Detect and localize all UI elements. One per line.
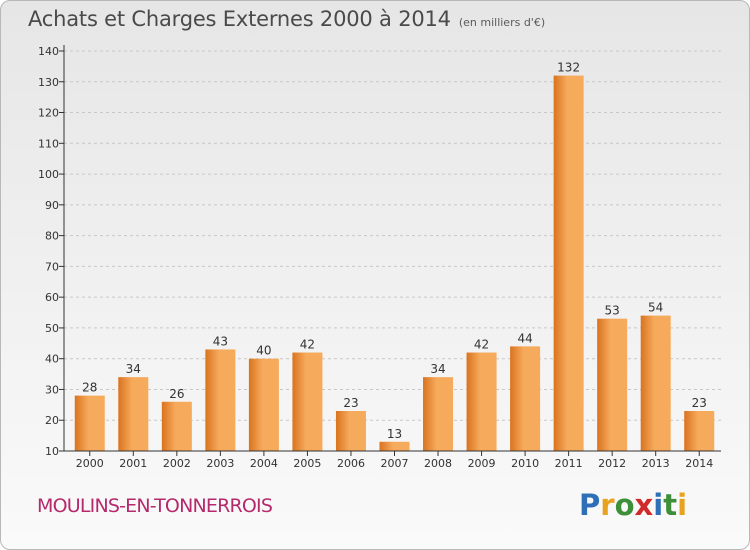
data-label: 13 [387,427,402,441]
y-tick-label: 110 [38,137,59,150]
axes [59,45,721,456]
data-label: 42 [474,338,489,352]
bar-2007 [379,441,410,451]
data-label: 54 [648,301,663,315]
bars [74,75,715,451]
bar-2009 [466,352,497,451]
logo-letter: x [634,488,654,522]
logo-letter: r [600,488,615,522]
proxiti-logo: Proxiti [579,488,687,522]
data-label: 53 [605,304,620,318]
y-tick-label: 140 [38,45,59,58]
bar-2004 [248,358,279,451]
commune-name: MOULINS-EN-TONNERROIS [37,495,273,517]
x-tick-label: 2005 [293,457,321,470]
chart-title: Achats et Charges Externes 2000 à 2014 (e… [28,7,545,31]
y-tick-label: 120 [38,107,59,120]
bar-2012 [597,318,628,451]
data-label: 34 [430,362,445,376]
data-labels: 28 34 26 43 40 42 23 13 34 42 44 132 53 54 23 [82,61,707,441]
chart-title-text: Achats et Charges Externes 2000 à 2014 [28,7,451,31]
x-tick-labels: 2000 2001 2002 2003 2004 2005 2006 2007 2008 2009… [76,457,713,470]
x-tick-label: 2004 [250,457,278,470]
data-label: 132 [557,61,580,75]
chart-unit: (en milliers d'€) [458,16,546,29]
bar-2005 [292,352,323,451]
logo-letter: o [614,488,635,522]
data-label: 34 [126,362,141,376]
data-label: 40 [256,344,271,358]
data-label: 42 [300,338,315,352]
data-label: 28 [82,381,97,395]
data-label: 23 [343,396,358,410]
x-tick-label: 2008 [424,457,452,470]
logo-letter: i [653,488,664,522]
y-tick-label: 130 [38,76,59,89]
bar-2000 [74,395,105,451]
y-tick-label: 50 [45,322,59,335]
x-tick-label: 2010 [511,457,539,470]
y-tick-label: 30 [45,383,59,396]
y-tick-label: 40 [45,353,59,366]
x-tick-label: 2011 [555,457,583,470]
x-tick-label: 2007 [381,457,409,470]
bar-2010 [510,346,541,451]
x-tick-label: 2002 [163,457,191,470]
bar-2001 [118,377,149,451]
y-tick-labels: 10 20 30 40 50 60 70 80 90 100 110 120 130 140 [38,45,59,458]
x-tick-label: 2000 [76,457,104,470]
x-tick-label: 2014 [685,457,713,470]
y-tick-label: 10 [45,445,59,458]
bar-2002 [161,401,192,451]
bar-2011 [553,75,584,451]
logo-letter: i [677,488,688,522]
y-tick-label: 70 [45,260,59,273]
logo-letter: t [663,488,678,522]
x-tick-label: 2006 [337,457,365,470]
data-label: 44 [517,331,532,345]
bar-2014 [684,411,715,451]
bar-2008 [423,377,454,451]
bar-2003 [205,349,236,451]
bar-2006 [335,411,366,451]
y-tick-label: 90 [45,199,59,212]
x-tick-label: 2013 [642,457,670,470]
x-tick-label: 2003 [206,457,234,470]
x-tick-label: 2001 [119,457,147,470]
logo-letter: P [579,488,601,522]
y-tick-label: 100 [38,168,59,181]
y-tick-label: 60 [45,291,59,304]
x-tick-label: 2012 [598,457,626,470]
data-label: 43 [213,334,228,348]
bar-2013 [640,315,671,451]
data-label: 23 [692,396,707,410]
x-tick-label: 2009 [468,457,496,470]
data-label: 26 [169,387,184,401]
y-tick-label: 20 [45,414,59,427]
y-tick-label: 80 [45,230,59,243]
